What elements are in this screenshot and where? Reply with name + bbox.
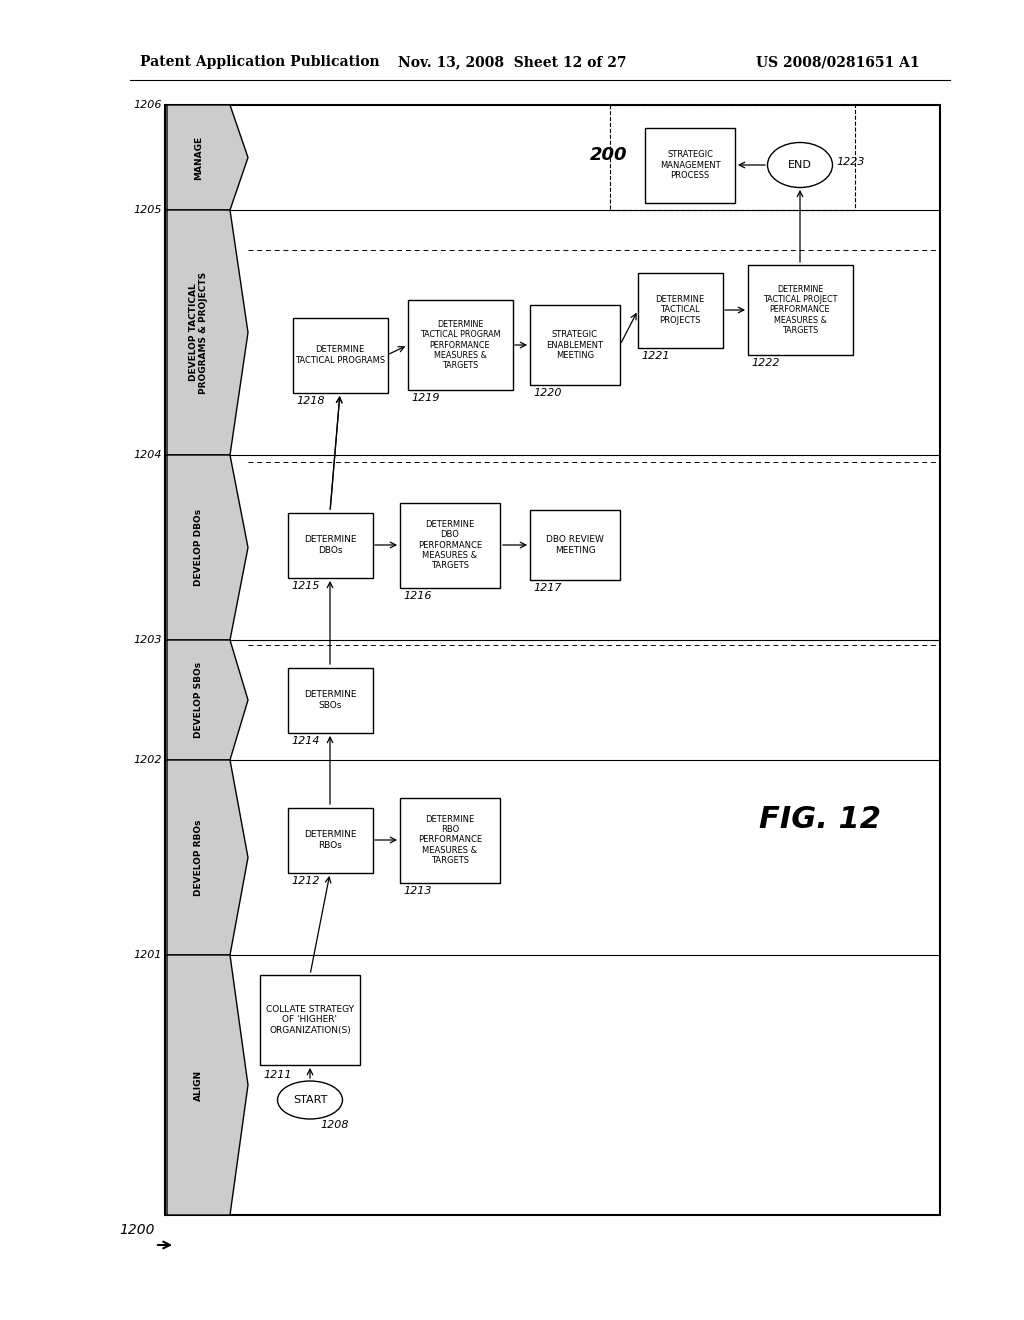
Bar bbox=[638, 272, 723, 347]
Text: 1223: 1223 bbox=[836, 157, 864, 168]
Text: DEVELOP TACTICAL
PROGRAMS & PROJECTS: DEVELOP TACTICAL PROGRAMS & PROJECTS bbox=[188, 272, 208, 393]
Text: DETERMINE
TACTICAL PROGRAM
PERFORMANCE
MEASURES &
TARGETS: DETERMINE TACTICAL PROGRAM PERFORMANCE M… bbox=[420, 319, 501, 371]
Bar bbox=[288, 668, 373, 733]
Bar bbox=[645, 128, 735, 202]
Bar bbox=[165, 106, 940, 1214]
Text: DEVELOP SBOs: DEVELOP SBOs bbox=[194, 661, 203, 738]
Text: START: START bbox=[293, 1096, 328, 1105]
Text: DETERMINE
TACTICAL PROJECT
PERFORMANCE
MEASURES &
TARGETS: DETERMINE TACTICAL PROJECT PERFORMANCE M… bbox=[763, 285, 838, 335]
Text: DETERMINE
SBOs: DETERMINE SBOs bbox=[304, 690, 356, 710]
Bar bbox=[748, 265, 853, 355]
Text: 1215: 1215 bbox=[291, 581, 319, 591]
Polygon shape bbox=[167, 760, 248, 954]
Polygon shape bbox=[167, 954, 248, 1214]
Text: DETERMINE
RBO
PERFORMANCE
MEASURES &
TARGETS: DETERMINE RBO PERFORMANCE MEASURES & TAR… bbox=[418, 814, 482, 866]
Text: 1206: 1206 bbox=[133, 100, 162, 110]
Bar bbox=[400, 797, 500, 883]
Text: 1203: 1203 bbox=[133, 635, 162, 645]
Text: 1204: 1204 bbox=[133, 450, 162, 459]
Text: ALIGN: ALIGN bbox=[194, 1069, 203, 1101]
Text: DEVELOP DBOs: DEVELOP DBOs bbox=[194, 510, 203, 586]
Bar bbox=[408, 300, 512, 389]
Bar bbox=[293, 318, 387, 392]
Bar bbox=[260, 975, 360, 1065]
Text: STRATEGIC
MANAGEMENT
PROCESS: STRATEGIC MANAGEMENT PROCESS bbox=[659, 150, 720, 180]
Text: 1219: 1219 bbox=[411, 393, 439, 403]
Text: DETERMINE
TACTICAL
PROJECTS: DETERMINE TACTICAL PROJECTS bbox=[655, 296, 705, 325]
Text: 1212: 1212 bbox=[291, 876, 319, 886]
Text: US 2008/0281651 A1: US 2008/0281651 A1 bbox=[757, 55, 920, 69]
Polygon shape bbox=[167, 640, 248, 760]
Text: DETERMINE
RBOs: DETERMINE RBOs bbox=[304, 830, 356, 850]
Text: 1217: 1217 bbox=[534, 583, 561, 593]
Bar bbox=[530, 510, 620, 579]
Text: DEVELOP RBOs: DEVELOP RBOs bbox=[194, 820, 203, 896]
Text: 1222: 1222 bbox=[751, 358, 779, 368]
Text: Patent Application Publication: Patent Application Publication bbox=[140, 55, 380, 69]
Bar bbox=[288, 808, 373, 873]
Text: 1214: 1214 bbox=[291, 737, 319, 746]
Text: 1202: 1202 bbox=[133, 755, 162, 766]
Polygon shape bbox=[167, 210, 248, 455]
Text: FIG. 12: FIG. 12 bbox=[759, 805, 881, 834]
Polygon shape bbox=[167, 106, 248, 210]
Text: 1205: 1205 bbox=[133, 205, 162, 215]
Text: DETERMINE
DBO
PERFORMANCE
MEASURES &
TARGETS: DETERMINE DBO PERFORMANCE MEASURES & TAR… bbox=[418, 520, 482, 570]
Text: Nov. 13, 2008  Sheet 12 of 27: Nov. 13, 2008 Sheet 12 of 27 bbox=[397, 55, 627, 69]
Text: DBO REVIEW
MEETING: DBO REVIEW MEETING bbox=[546, 536, 604, 554]
Text: END: END bbox=[788, 160, 812, 170]
Text: 1213: 1213 bbox=[403, 886, 431, 896]
Text: 1220: 1220 bbox=[534, 388, 561, 399]
Text: 1211: 1211 bbox=[263, 1071, 292, 1080]
Text: 1218: 1218 bbox=[296, 396, 325, 407]
Text: MANAGE: MANAGE bbox=[194, 136, 203, 180]
Text: 1200: 1200 bbox=[120, 1224, 155, 1237]
Text: STRATEGIC
ENABLEMENT
MEETING: STRATEGIC ENABLEMENT MEETING bbox=[547, 330, 603, 360]
Text: COLLATE STRATEGY
OF 'HIGHER'
ORGANIZATION(S): COLLATE STRATEGY OF 'HIGHER' ORGANIZATIO… bbox=[266, 1005, 354, 1035]
Text: DETERMINE
TACTICAL PROGRAMS: DETERMINE TACTICAL PROGRAMS bbox=[295, 346, 385, 364]
Text: 1221: 1221 bbox=[641, 351, 670, 360]
Text: DETERMINE
DBOs: DETERMINE DBOs bbox=[304, 536, 356, 554]
Ellipse shape bbox=[768, 143, 833, 187]
Bar bbox=[610, 106, 855, 210]
Text: 1208: 1208 bbox=[319, 1119, 348, 1130]
Ellipse shape bbox=[278, 1081, 342, 1119]
Bar bbox=[400, 503, 500, 587]
Bar bbox=[288, 512, 373, 578]
Text: 1201: 1201 bbox=[133, 950, 162, 960]
Polygon shape bbox=[167, 455, 248, 640]
Text: 200: 200 bbox=[590, 147, 628, 164]
Bar bbox=[530, 305, 620, 385]
Text: 1216: 1216 bbox=[403, 591, 431, 601]
